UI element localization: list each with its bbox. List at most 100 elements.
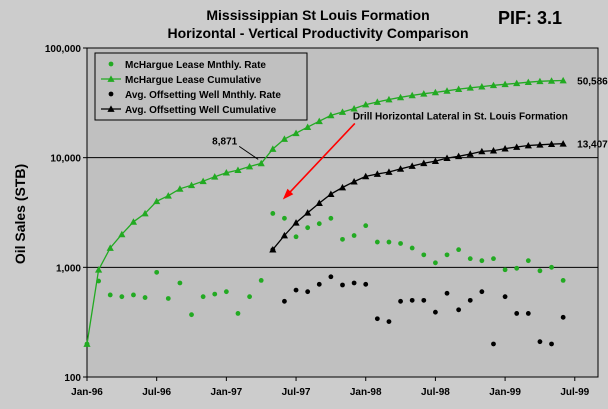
data-point — [537, 339, 543, 345]
data-point — [106, 244, 114, 251]
data-point — [164, 192, 172, 199]
arrow-callout-label: Drill Horizontal Lateral in St. Louis Fo… — [353, 111, 568, 122]
data-point — [142, 295, 148, 300]
data-point — [212, 291, 218, 297]
data-point — [408, 162, 416, 169]
data-point — [340, 236, 345, 242]
data-point — [373, 98, 381, 105]
annotations: 50,586 13,407 8,871 Drill Horizontal Latera… — [212, 76, 608, 200]
data-point — [270, 211, 276, 216]
data-point — [513, 143, 521, 150]
data-point — [282, 298, 287, 304]
data-point — [131, 292, 136, 298]
data-point — [141, 209, 149, 217]
data-point — [559, 140, 567, 147]
data-point — [386, 319, 392, 325]
data-point — [549, 341, 554, 347]
data-point — [305, 225, 311, 231]
data-point — [444, 252, 450, 258]
data-point — [222, 169, 230, 176]
data-point — [467, 297, 473, 303]
x-tick-label: Jul-97 — [282, 387, 311, 398]
y-tick-label: 1,000 — [56, 263, 81, 274]
series-mchargue-lease-cumulative — [83, 76, 567, 347]
legend: McHargue Lease Mnthly. Rate McHargue Leas… — [94, 52, 308, 121]
data-point — [444, 290, 450, 296]
data-point — [524, 141, 532, 149]
data-point — [502, 294, 508, 300]
x-tick-label: Jul-98 — [421, 387, 450, 398]
data-point — [443, 154, 451, 162]
data-point — [304, 209, 312, 216]
data-point — [363, 281, 369, 287]
data-point — [479, 258, 485, 264]
data-point — [118, 230, 126, 238]
data-point — [235, 311, 241, 316]
data-point — [560, 278, 566, 283]
data-point — [466, 84, 474, 91]
data-point — [455, 152, 463, 160]
data-point — [327, 111, 335, 119]
data-point — [280, 135, 289, 142]
legend-entry: McHargue Lease Cumulative — [101, 75, 262, 86]
data-point — [350, 178, 358, 185]
data-point — [560, 314, 566, 320]
data-point — [479, 289, 485, 295]
data-point — [316, 221, 322, 227]
arrow-shaft — [287, 122, 356, 195]
data-point — [269, 145, 277, 152]
data-point — [362, 172, 370, 180]
data-point — [153, 197, 161, 205]
data-point — [455, 85, 463, 92]
data-point — [501, 80, 509, 88]
legend-marker — [107, 105, 115, 112]
data-point — [514, 265, 520, 271]
data-point — [524, 78, 532, 86]
data-point — [396, 165, 405, 172]
callout-line — [238, 145, 259, 160]
data-point — [373, 170, 381, 177]
grid-lines — [87, 157, 598, 268]
data-point — [386, 239, 392, 245]
data-point — [478, 82, 486, 90]
x-tick-label: Jan-98 — [350, 387, 382, 398]
chart-subtitle: Horizontal - Vertical Productivity Compa… — [167, 25, 468, 41]
data-point — [350, 105, 358, 112]
data-point — [293, 234, 299, 240]
x-tick-label: Jul-96 — [142, 387, 171, 398]
legend-entry: Avg. Offsetting Well Mnthly. Rate — [108, 90, 281, 101]
data-point — [421, 252, 427, 258]
data-point — [491, 341, 496, 347]
data-point — [327, 190, 335, 198]
axes: 100 1,000 10,000 100,000 Jan-96 Jul-96 Jan-97 J… — [45, 44, 590, 398]
data-point — [315, 117, 323, 125]
data-point — [211, 173, 219, 180]
data-point — [245, 162, 254, 170]
data-point — [420, 159, 428, 167]
data-point — [408, 91, 416, 99]
legend-entry: McHargue Lease Mnthly. Rate — [108, 60, 266, 71]
data-point — [491, 256, 496, 262]
data-point — [338, 183, 347, 191]
data-point — [456, 247, 462, 253]
data-point — [328, 274, 334, 280]
data-point — [420, 90, 428, 97]
data-point — [547, 140, 556, 147]
data-point — [338, 108, 347, 115]
data-point — [501, 144, 509, 152]
data-point — [502, 267, 508, 273]
y-tick-label: 100,000 — [45, 44, 82, 55]
data-point — [409, 297, 415, 303]
legend-label: Avg. Offsetting Well Cumulative — [125, 105, 277, 116]
data-point — [340, 282, 345, 288]
data-point — [385, 95, 393, 103]
data-point — [466, 150, 474, 157]
data-point — [305, 289, 311, 295]
data-point — [547, 77, 556, 84]
data-point — [199, 177, 207, 185]
data-point — [537, 268, 543, 274]
data-point — [258, 278, 264, 283]
callout-label: 8,871 — [212, 136, 237, 147]
data-point — [280, 231, 289, 239]
